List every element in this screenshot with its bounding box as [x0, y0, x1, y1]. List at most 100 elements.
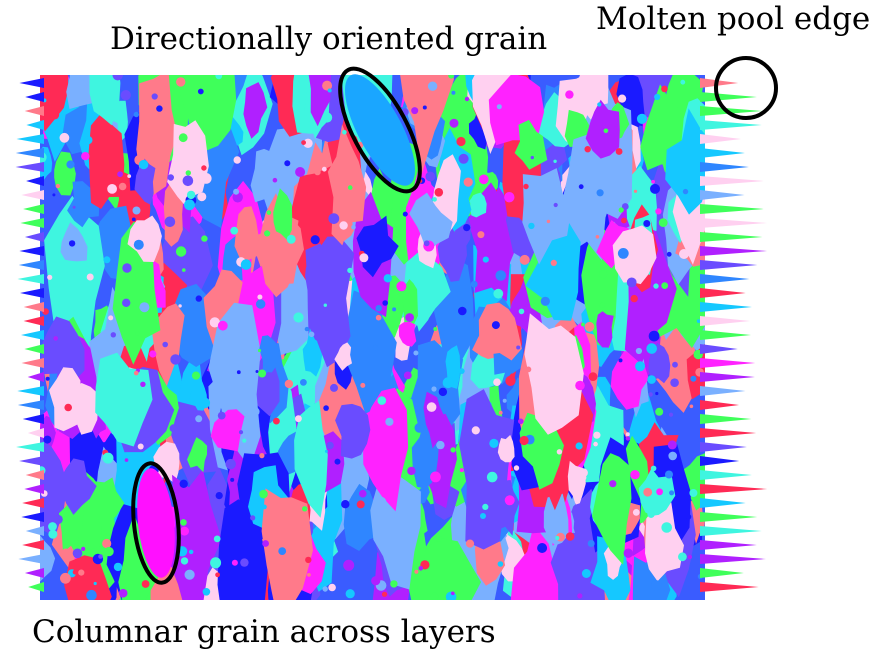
melt-track-tooth: [23, 302, 44, 312]
grain-speckle: [327, 88, 332, 93]
grain: [134, 158, 156, 205]
grain-speckle: [164, 216, 176, 228]
grain-speckle: [392, 307, 397, 312]
grain-speckle: [236, 370, 241, 375]
grain-speckle: [375, 314, 382, 321]
grain-speckle: [201, 235, 208, 242]
grain-speckle: [264, 230, 271, 237]
grain-speckle: [618, 207, 624, 213]
grain-speckle: [433, 327, 438, 331]
grain-speckle: [411, 107, 419, 115]
grain-speckle: [215, 572, 221, 578]
grain: [335, 403, 371, 459]
grain-speckle: [672, 361, 678, 368]
melt-track-tooth: [22, 498, 44, 508]
grain-speckle: [650, 465, 657, 472]
grain: [402, 279, 418, 324]
grain: [356, 215, 399, 278]
grain: [187, 437, 208, 473]
melt-track-tooth: [24, 232, 44, 242]
grain-speckle: [304, 326, 310, 332]
grain-speckle: [556, 449, 563, 455]
grain-speckle: [584, 146, 591, 153]
columnar-grain-label: Columnar grain across layers: [32, 614, 496, 650]
grain-speckle: [347, 267, 353, 274]
grain-speckle: [240, 558, 249, 567]
melt-track-tooth: [28, 582, 44, 592]
grain-speckle: [259, 453, 265, 459]
grain-speckle: [238, 430, 244, 435]
melt-track-tooth: [700, 484, 768, 494]
grain-speckle: [84, 136, 93, 145]
grain-speckle: [518, 418, 524, 425]
grain-speckle: [497, 561, 504, 567]
molten-pool-edge-label: Molten pool edge: [596, 1, 871, 37]
grain-speckle: [540, 296, 550, 306]
grain-speckle: [430, 471, 441, 483]
grain-speckle: [451, 591, 455, 596]
grain-speckle: [186, 190, 196, 200]
grain-speckle: [61, 548, 70, 557]
grain-speckle: [322, 586, 328, 592]
melt-track-tooth: [22, 540, 44, 550]
grain-speckle: [86, 589, 97, 600]
melt-track-tooth: [700, 148, 745, 158]
grain-speckle: [489, 438, 499, 448]
grain-speckle: [626, 277, 637, 288]
grain-speckle: [381, 591, 388, 597]
grain-speckle: [470, 280, 478, 288]
grain: [64, 555, 112, 600]
grain: [88, 113, 125, 209]
grain-speckle: [231, 559, 238, 566]
grain-speckle: [195, 415, 203, 423]
grain-speckle: [653, 283, 659, 289]
melt-track-tooth: [700, 512, 758, 522]
grain-speckle: [118, 182, 127, 191]
grain-speckle: [272, 177, 278, 183]
grain: [400, 75, 454, 174]
grain-speckle: [49, 110, 60, 120]
grain-speckle: [518, 308, 525, 315]
melt-track-tooth: [26, 176, 44, 186]
grain-speckle: [486, 471, 498, 483]
grain-speckle: [636, 113, 648, 124]
grain-speckle: [436, 440, 445, 450]
grain-speckle: [199, 397, 211, 409]
melt-track-tooth: [24, 106, 44, 116]
grain-speckle: [385, 417, 394, 426]
grain-speckle: [45, 376, 50, 381]
melt-track-tooth: [15, 162, 44, 172]
grain-speckle: [213, 535, 221, 543]
grain: [415, 538, 481, 600]
grain: [478, 302, 522, 361]
grain-speckle: [390, 580, 398, 588]
grain-speckle: [48, 529, 58, 539]
grain-speckle: [603, 128, 609, 134]
grain-speckle: [595, 235, 600, 239]
directional-grain-highlight: [345, 74, 415, 186]
grain-speckle: [651, 179, 655, 184]
grain-speckle: [643, 487, 653, 497]
grain-speckle: [170, 354, 181, 365]
grain-speckle: [689, 404, 694, 409]
grain-speckle: [345, 589, 355, 599]
grain-speckle: [425, 171, 436, 182]
grain-speckle: [200, 173, 212, 184]
grain-speckle: [127, 174, 132, 179]
grain-speckle: [273, 417, 280, 425]
grain-speckle: [648, 330, 660, 342]
grain-speckle: [588, 372, 598, 381]
melt-track-tooth: [24, 568, 44, 578]
grain-speckle: [257, 294, 263, 300]
grain-speckle: [139, 302, 150, 313]
melt-track-tooth: [700, 442, 747, 452]
grain-speckle: [113, 562, 123, 572]
grain: [514, 119, 548, 170]
grain-speckle: [643, 220, 651, 227]
grain-speckle: [48, 522, 57, 531]
melt-track-tooth: [21, 190, 44, 200]
grain-speckle: [553, 202, 558, 208]
grain-speckle: [403, 371, 412, 380]
grain-speckle: [650, 183, 660, 194]
